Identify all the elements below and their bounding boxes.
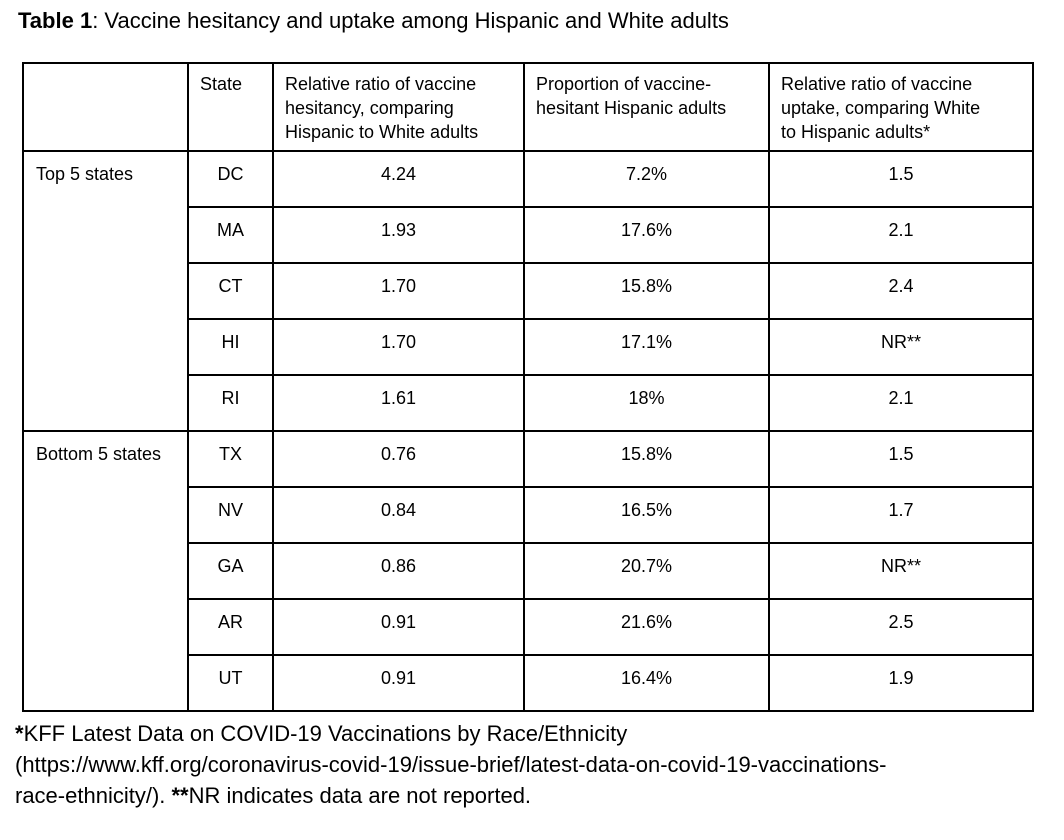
uptake-ratio-cell: 2.1	[768, 374, 1034, 432]
proportion-cell: 16.5%	[523, 486, 770, 544]
table-title-label: Table 1	[18, 8, 93, 33]
table-row: Top 5 states DC 4.24 7.2% 1.5	[22, 150, 1034, 432]
proportion-cell: 15.8%	[523, 262, 770, 320]
table-row: AR 0.91 21.6% 2.5	[23, 598, 1034, 656]
proportion-cell: 7.2%	[523, 150, 770, 208]
uptake-ratio-cell: 1.5	[768, 430, 1034, 488]
uptake-ratio-cell: 1.5	[768, 150, 1034, 208]
proportion-cell: 18%	[523, 374, 770, 432]
footnote-source-text: KFF Latest Data on COVID-19 Vaccinations…	[23, 721, 628, 746]
state-cell: GA	[187, 542, 274, 600]
footnote-line-3: race-ethnicity/). **NR indicates data ar…	[15, 780, 1064, 811]
hesitancy-ratio-cell: 1.70	[272, 262, 525, 320]
table-row: HI 1.70 17.1% NR**	[23, 318, 1034, 376]
table-row: NV 0.84 16.5% 1.7	[23, 486, 1034, 544]
uptake-ratio-cell: 2.1	[768, 206, 1034, 264]
table-row: GA 0.86 20.7% NR**	[23, 542, 1034, 600]
hesitancy-ratio-cell: 0.86	[272, 542, 525, 600]
hesitancy-ratio-cell: 0.84	[272, 486, 525, 544]
state-cell: MA	[187, 206, 274, 264]
state-cell: UT	[187, 654, 274, 712]
table-title: Table 1: Vaccine hesitancy and uptake am…	[18, 6, 1064, 36]
state-cell: AR	[187, 598, 274, 656]
col-header-uptake-ratio: Relative ratio of vaccine uptake, compar…	[768, 62, 1034, 152]
footnote-line-2: (https://www.kff.org/coronavirus-covid-1…	[15, 749, 1064, 780]
proportion-cell: 15.8%	[523, 430, 770, 488]
hesitancy-ratio-cell: 0.76	[272, 430, 525, 488]
proportion-cell: 17.6%	[523, 206, 770, 264]
state-cell: TX	[187, 430, 274, 488]
footnote-url-text: (https://www.kff.org/coronavirus-covid-1…	[15, 752, 887, 777]
state-cell: RI	[187, 374, 274, 432]
hesitancy-ratio-cell: 1.93	[272, 206, 525, 264]
table-row: UT 0.91 16.4% 1.9	[23, 654, 1034, 712]
header-row: State Relative ratio of vaccine hesitanc…	[22, 62, 1034, 152]
hesitancy-ratio-cell: 4.24	[272, 150, 525, 208]
table-row: CT 1.70 15.8% 2.4	[23, 262, 1034, 320]
proportion-cell: 17.1%	[523, 318, 770, 376]
group-cell-bottom5: Bottom 5 states	[22, 430, 189, 712]
uptake-ratio-cell: NR**	[768, 542, 1034, 600]
col-header-state: State	[187, 62, 274, 152]
table-row: RI 1.61 18% 2.1	[23, 374, 1034, 432]
footnote: *KFF Latest Data on COVID-19 Vaccination…	[15, 718, 1064, 811]
uptake-ratio-cell: 2.5	[768, 598, 1034, 656]
uptake-ratio-cell: 2.4	[768, 262, 1034, 320]
footnote-url-end-text: race-ethnicity/).	[15, 783, 172, 808]
proportion-cell: 16.4%	[523, 654, 770, 712]
uptake-ratio-cell: NR**	[768, 318, 1034, 376]
hesitancy-ratio-cell: 0.91	[272, 598, 525, 656]
vaccine-table: State Relative ratio of vaccine hesitanc…	[22, 62, 1034, 712]
state-cell: HI	[187, 318, 274, 376]
footnote-line-1: *KFF Latest Data on COVID-19 Vaccination…	[15, 718, 1064, 749]
proportion-cell: 20.7%	[523, 542, 770, 600]
col-header-hesitancy-ratio: Relative ratio of vaccine hesitancy, com…	[272, 62, 525, 152]
state-cell: NV	[187, 486, 274, 544]
uptake-ratio-cell: 1.7	[768, 486, 1034, 544]
table-row: Bottom 5 states TX 0.76 15.8% 1.5	[22, 430, 1034, 712]
hesitancy-ratio-cell: 0.91	[272, 654, 525, 712]
table-row: MA 1.93 17.6% 2.1	[23, 206, 1034, 264]
footnote-double-asterisk: **	[171, 783, 189, 808]
uptake-ratio-cell: 1.9	[768, 654, 1034, 712]
footnote-asterisk: *	[15, 721, 24, 746]
state-cell: CT	[187, 262, 274, 320]
footnote-nr-text: NR indicates data are not reported.	[188, 783, 532, 808]
group-cell-top5: Top 5 states	[22, 150, 189, 432]
table-title-caption: : Vaccine hesitancy and uptake among His…	[92, 8, 729, 33]
hesitancy-ratio-cell: 1.70	[272, 318, 525, 376]
proportion-cell: 21.6%	[523, 598, 770, 656]
state-cell: DC	[187, 150, 274, 208]
hesitancy-ratio-cell: 1.61	[272, 374, 525, 432]
col-header-proportion: Proportion of vaccine- hesitant Hispanic…	[523, 62, 770, 152]
corner-cell	[22, 62, 189, 152]
